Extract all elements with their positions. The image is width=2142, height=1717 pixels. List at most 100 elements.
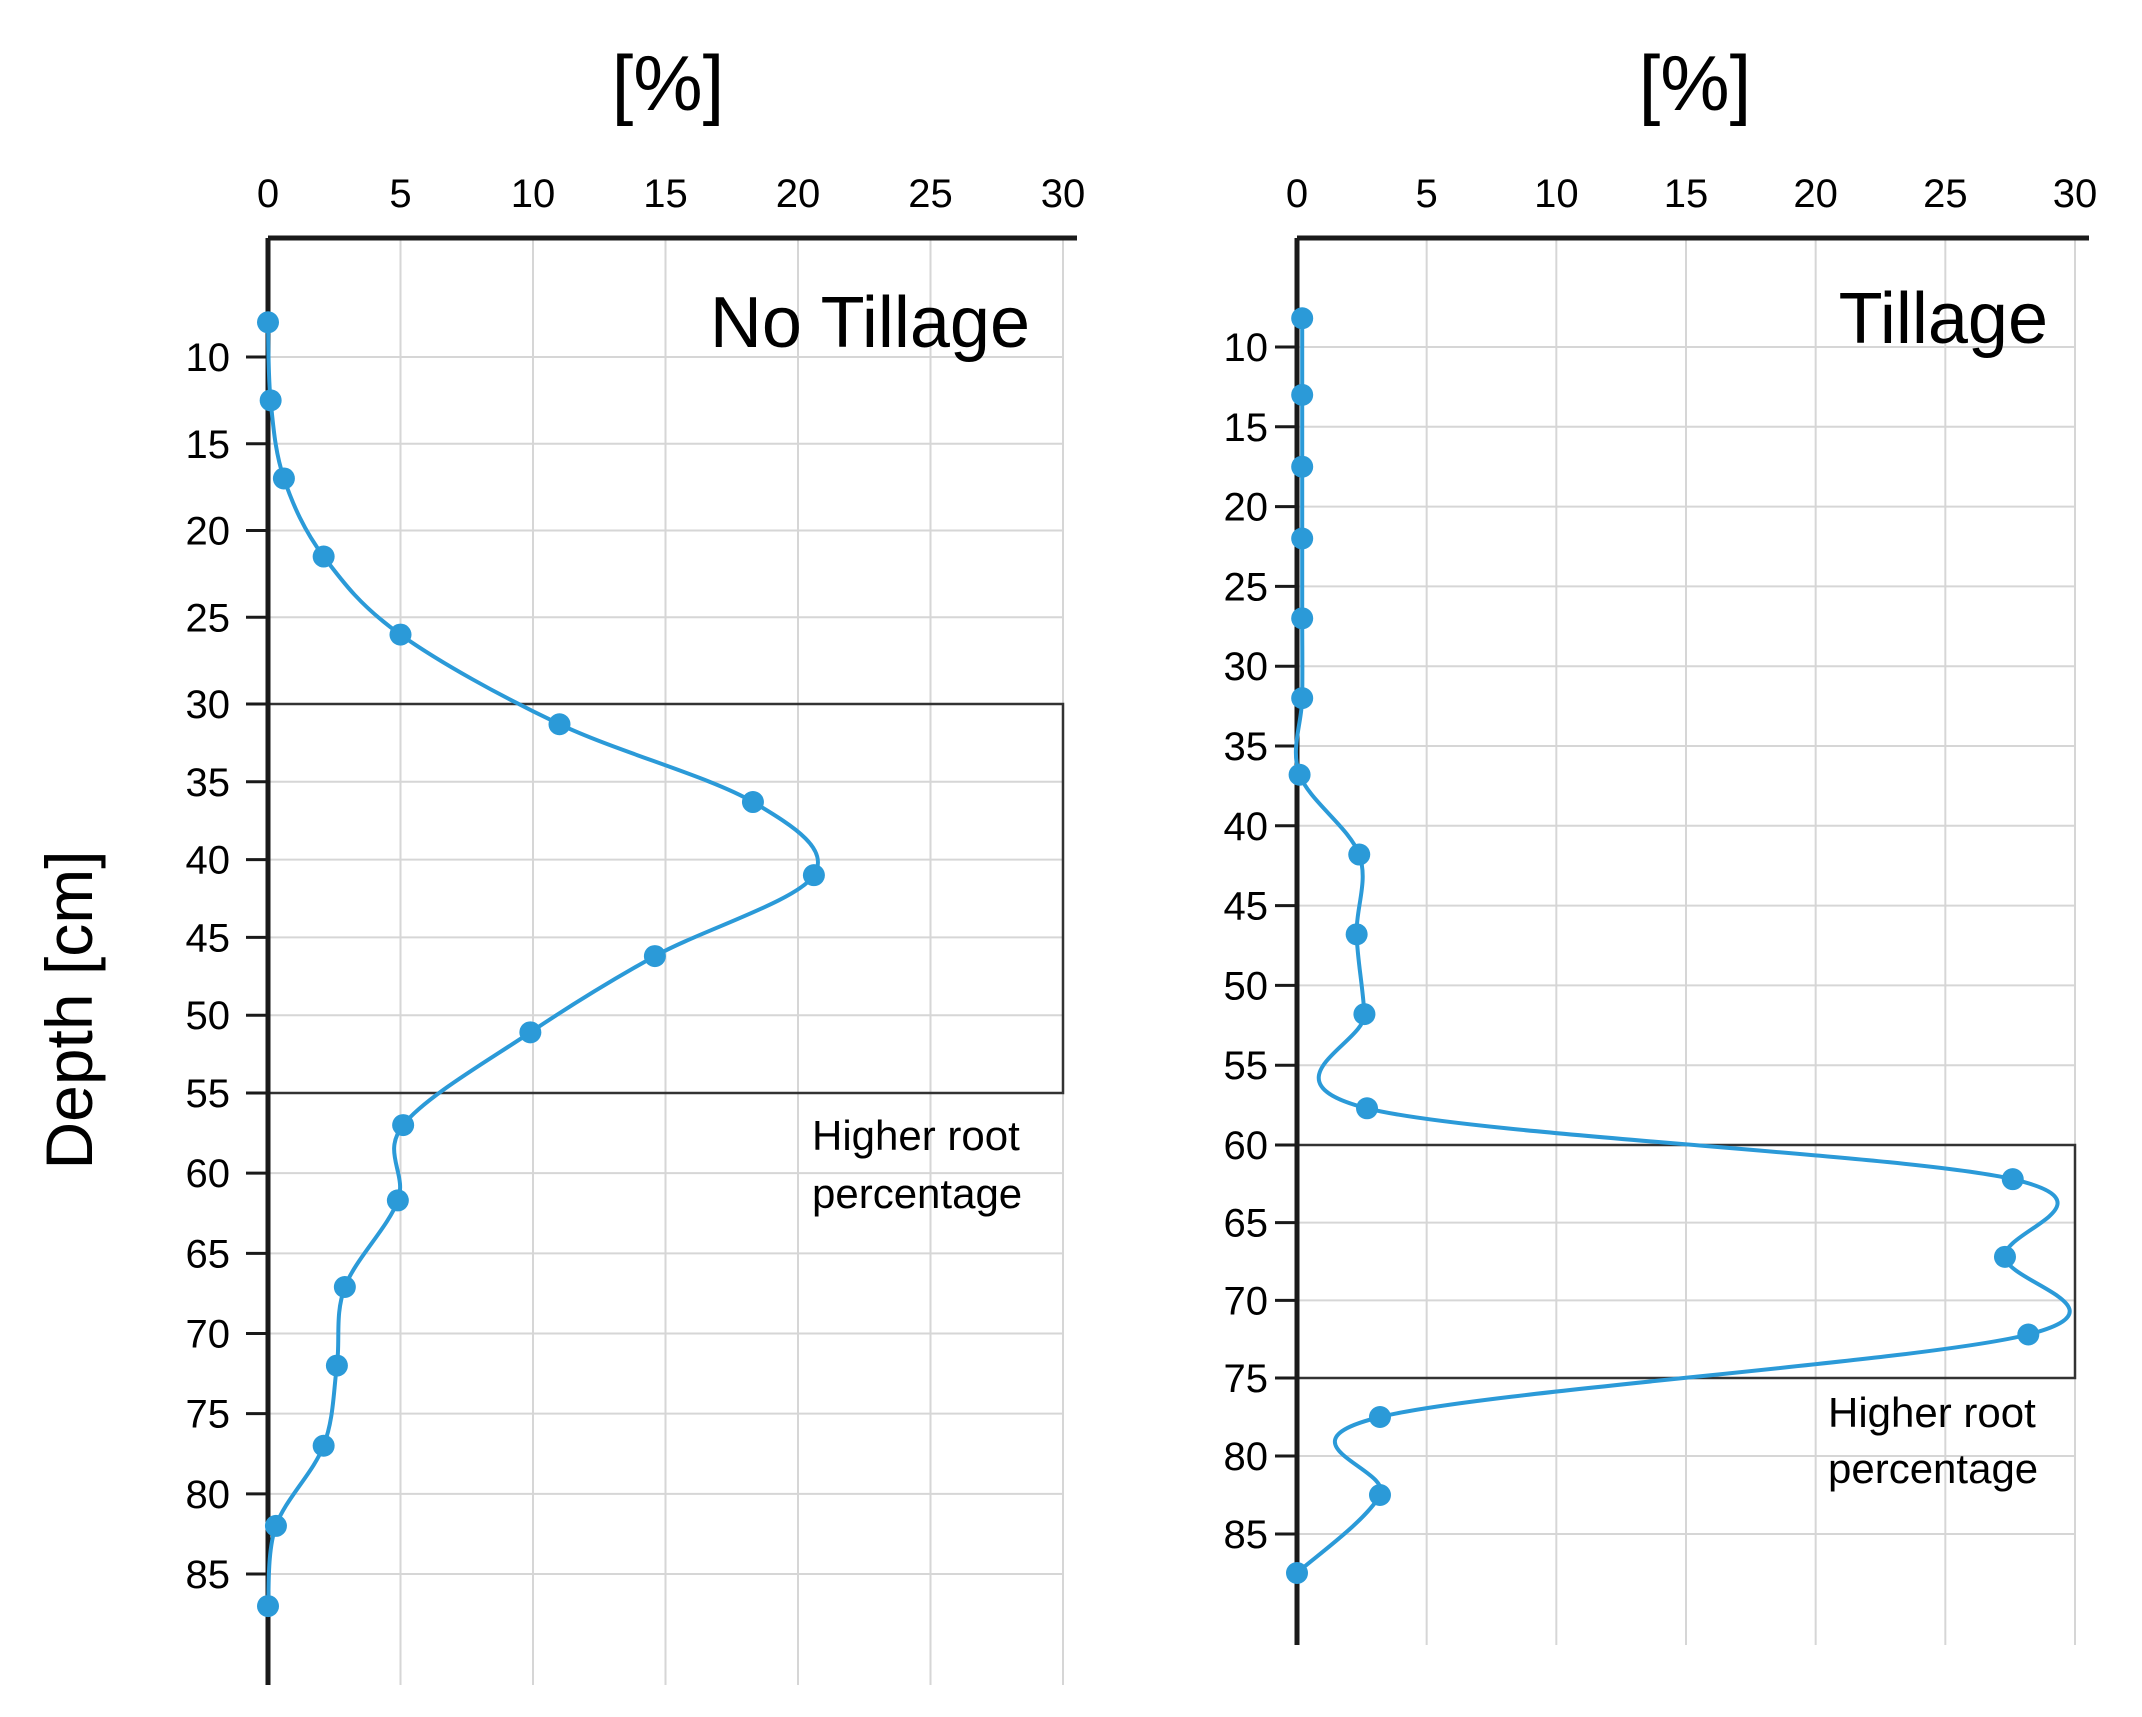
y-axis-label: Depth [cm] [32, 850, 106, 1169]
y-tick-label: 30 [1224, 645, 1269, 689]
data-point [389, 623, 412, 646]
labels: [%] Tillage Higher root percentage 0 5 10 1… [1224, 39, 2098, 1557]
data-point [802, 864, 825, 887]
x-tick-label: 20 [1793, 172, 1838, 216]
x-tick-label: 0 [257, 172, 279, 216]
data-point [1288, 763, 1311, 786]
x-tick-label: 25 [1923, 172, 1968, 216]
x-axis-unit-label: [%] [612, 39, 725, 127]
data-point [386, 1189, 409, 1212]
y-tick-label: 80 [1224, 1435, 1269, 1479]
y-tick-label: 65 [186, 1232, 231, 1276]
series [1286, 307, 2072, 1584]
data-point [1345, 923, 1368, 946]
y-tick-label: 70 [186, 1313, 231, 1357]
y-tick-label: 10 [1224, 326, 1269, 370]
data-point [259, 389, 282, 412]
data-point [257, 311, 279, 334]
highlight-label-line1: Higher root [812, 1112, 1020, 1159]
y-tick-label: 45 [1224, 885, 1269, 929]
y-tick-label: 10 [186, 336, 231, 380]
data-point [741, 791, 764, 814]
x-tick-label: 30 [2053, 172, 2098, 216]
highlight-label-line2: percentage [1828, 1445, 2038, 1492]
data-point [1353, 1003, 1376, 1026]
x-tick-label: 5 [1416, 172, 1438, 216]
y-tick-label: 50 [1224, 964, 1269, 1008]
series-line [1293, 318, 2072, 1575]
x-tick-label: 30 [1041, 172, 1086, 216]
y-tick-label: 75 [186, 1393, 231, 1437]
x-tick-label: 25 [908, 172, 953, 216]
highlight-label-line1: Higher root [1828, 1389, 2036, 1436]
y-tick-label: 70 [1224, 1279, 1269, 1323]
y-tick-label: 85 [1224, 1513, 1269, 1557]
y-tick-label: 40 [186, 839, 231, 883]
data-point [272, 467, 295, 490]
y-tick-label: 40 [1224, 805, 1269, 849]
data-point [1348, 843, 1371, 866]
panel-no-tillage: [%] No Tillage Higher root percentage De… [32, 39, 1085, 1685]
data-point [519, 1021, 542, 1044]
data-point [2001, 1168, 2024, 1191]
data-point [1368, 1484, 1391, 1506]
data-point [312, 545, 335, 568]
y-tick-label: 55 [1224, 1044, 1269, 1088]
data-point [1286, 1562, 1308, 1584]
x-tick-label: 0 [1286, 172, 1308, 216]
y-tick-label: 50 [186, 994, 231, 1038]
data-point [1291, 687, 1314, 710]
data-point [333, 1276, 356, 1299]
y-tick-label: 55 [186, 1072, 231, 1116]
data-point [1291, 527, 1314, 550]
data-point [264, 1514, 287, 1537]
data-point [325, 1354, 348, 1377]
y-tick-label: 15 [186, 423, 231, 467]
x-tick-label: 20 [776, 172, 821, 216]
x-axis-unit-label: [%] [1639, 39, 1752, 127]
y-tick-label: 85 [186, 1553, 231, 1597]
y-tick-label: 45 [186, 916, 231, 960]
data-point [1291, 383, 1314, 406]
y-tick-label: 80 [186, 1473, 231, 1517]
data-point [392, 1114, 415, 1137]
axes [246, 235, 1077, 1685]
data-point [1993, 1245, 2016, 1268]
data-point [312, 1434, 335, 1457]
y-tick-label: 25 [1224, 565, 1269, 609]
data-point [548, 713, 571, 736]
panel-tillage: [%] Tillage Higher root percentage 0 5 10 1… [1224, 39, 2098, 1645]
data-point [1291, 307, 1314, 330]
x-tick-label: 10 [1534, 172, 1579, 216]
x-tick-label: 15 [643, 172, 688, 216]
data-point [2017, 1323, 2040, 1346]
y-tick-label: 35 [1224, 725, 1269, 769]
y-tick-label: 75 [1224, 1357, 1269, 1401]
series [257, 311, 825, 1618]
highlight-label-line2: percentage [812, 1170, 1022, 1217]
data-point [1291, 607, 1314, 630]
data-point [1356, 1097, 1379, 1120]
y-tick-label: 35 [186, 761, 231, 805]
x-tick-label: 15 [1664, 172, 1709, 216]
y-tick-label: 60 [1224, 1124, 1269, 1168]
data-point [257, 1595, 279, 1618]
y-tick-label: 20 [186, 510, 231, 554]
data-point [643, 945, 666, 968]
x-tick-label: 5 [389, 172, 411, 216]
y-tick-label: 20 [1224, 486, 1269, 530]
grid [1297, 238, 2076, 1645]
x-tick-label: 10 [511, 172, 556, 216]
y-tick-label: 25 [186, 596, 231, 640]
panel-title: Tillage [1839, 279, 2048, 359]
y-tick-label: 60 [186, 1152, 231, 1196]
data-point [1368, 1406, 1391, 1428]
panel-title: No Tillage [710, 283, 1030, 363]
labels: [%] No Tillage Higher root percentage De… [32, 39, 1085, 1597]
grid [268, 238, 1064, 1685]
data-point [1291, 455, 1314, 478]
y-tick-label: 65 [1224, 1202, 1269, 1246]
y-tick-label: 15 [1224, 406, 1269, 450]
y-tick-label: 30 [186, 683, 231, 727]
